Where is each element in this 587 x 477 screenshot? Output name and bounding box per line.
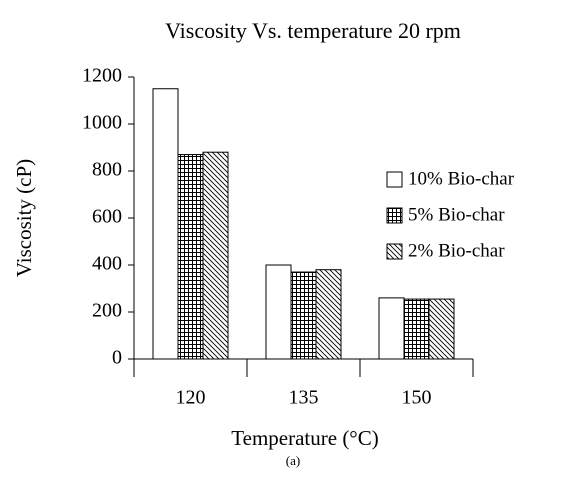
y-axis-title: Viscosity (cP) [12, 159, 36, 277]
y-tick-label: 200 [92, 300, 122, 322]
chart-title: Viscosity Vs. temperature 20 rpm [165, 18, 461, 43]
bar [428, 298, 455, 360]
x-axis-title: Temperature (°C) [231, 426, 378, 450]
y-tick-label: 400 [92, 253, 122, 275]
bar [202, 151, 229, 360]
legend-swatch [386, 243, 403, 260]
x-tick-label: 120 [176, 387, 206, 409]
legend-label: 10% Bio-char [408, 168, 515, 189]
caption: (a) [286, 453, 300, 468]
legend-swatch [386, 171, 403, 188]
bar [403, 298, 430, 360]
legend-label: 2% Bio-char [408, 240, 505, 261]
bar [378, 297, 405, 360]
y-tick-label: 600 [92, 206, 122, 228]
bar [290, 271, 317, 360]
x-tick-label: 135 [289, 387, 319, 409]
bar [152, 88, 179, 360]
legend-label: 5% Bio-char [408, 204, 505, 225]
x-tick-label: 150 [402, 387, 432, 409]
legend-swatch [386, 207, 403, 224]
y-tick-label: 1200 [82, 65, 122, 87]
bar [265, 264, 292, 360]
bar [315, 269, 342, 360]
bar [177, 154, 204, 360]
y-tick-label: 800 [92, 159, 122, 181]
y-tick-label: 0 [112, 347, 122, 369]
y-tick-label: 1000 [82, 112, 122, 134]
